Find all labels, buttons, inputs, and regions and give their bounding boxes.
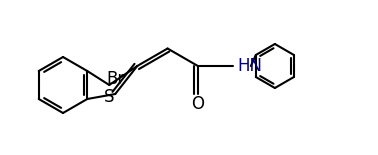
Text: Br: Br [106, 70, 124, 88]
Text: O: O [191, 95, 204, 113]
Text: HN: HN [238, 57, 263, 75]
Text: S: S [104, 88, 115, 106]
